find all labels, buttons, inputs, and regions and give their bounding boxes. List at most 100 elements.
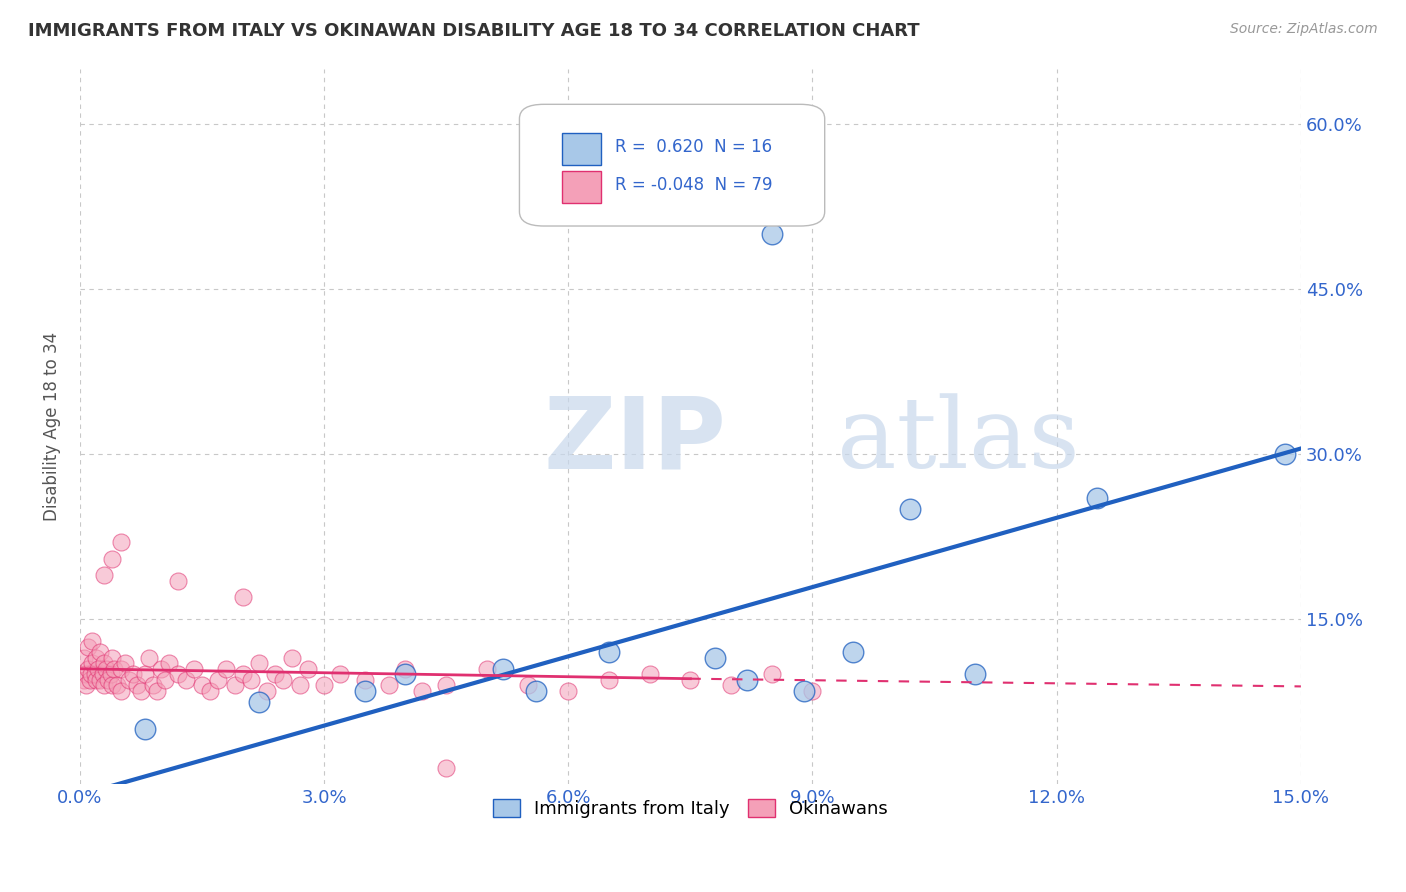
Point — [142, 678, 165, 692]
Point — [125, 678, 148, 692]
Point — [183, 662, 205, 676]
Point — [93, 568, 115, 582]
Point — [761, 667, 783, 681]
Point — [378, 678, 401, 692]
Point — [703, 650, 725, 665]
Bar — [562, 133, 602, 165]
Point — [475, 662, 498, 676]
Point — [434, 761, 457, 775]
FancyBboxPatch shape — [519, 104, 825, 226]
Point — [105, 678, 128, 692]
Point — [394, 662, 416, 676]
Point — [89, 673, 111, 687]
Point — [101, 678, 124, 692]
Text: IMMIGRANTS FROM ITALY VS OKINAWAN DISABILITY AGE 18 TO 34 CORRELATION CHART: IMMIGRANTS FROM ITALY VS OKINAWAN DISABI… — [28, 22, 920, 40]
Point — [80, 657, 103, 671]
Point — [224, 678, 246, 692]
Point — [93, 678, 115, 692]
Point — [288, 678, 311, 692]
Point — [256, 683, 278, 698]
Point — [118, 673, 141, 687]
Point — [247, 695, 270, 709]
Point — [638, 667, 661, 681]
Text: atlas: atlas — [837, 392, 1080, 489]
Point — [737, 673, 759, 687]
Point — [411, 683, 433, 698]
Point — [134, 723, 156, 737]
Point — [87, 662, 110, 676]
Point — [138, 650, 160, 665]
Point — [97, 673, 120, 687]
Point — [312, 678, 335, 692]
Point — [720, 678, 742, 692]
Point — [215, 662, 238, 676]
Point — [77, 662, 100, 676]
Point — [174, 673, 197, 687]
Point — [793, 683, 815, 698]
Bar — [562, 171, 602, 203]
Point — [598, 673, 620, 687]
Point — [91, 667, 114, 681]
Point — [679, 673, 702, 687]
Point — [166, 667, 188, 681]
Point — [80, 667, 103, 681]
Point — [264, 667, 287, 681]
Point — [329, 667, 352, 681]
Point — [273, 673, 295, 687]
Point — [155, 673, 177, 687]
Point — [77, 640, 100, 654]
Point — [93, 657, 115, 671]
Point — [280, 650, 302, 665]
Legend: Immigrants from Italy, Okinawans: Immigrants from Italy, Okinawans — [485, 792, 896, 825]
Point — [842, 645, 865, 659]
Point — [100, 667, 122, 681]
Point — [1274, 447, 1296, 461]
Text: ZIP: ZIP — [544, 392, 727, 490]
Point — [239, 673, 262, 687]
Point — [516, 678, 538, 692]
Point — [1087, 491, 1109, 505]
Point — [134, 667, 156, 681]
Point — [110, 535, 132, 549]
Point — [232, 667, 254, 681]
Point — [524, 683, 547, 698]
Text: R =  0.620  N = 16: R = 0.620 N = 16 — [614, 138, 772, 156]
Point — [75, 678, 97, 692]
Point — [83, 667, 105, 681]
Point — [394, 667, 416, 681]
Point — [129, 683, 152, 698]
Point — [207, 673, 229, 687]
Point — [198, 683, 221, 698]
Point — [73, 673, 96, 687]
Point — [598, 645, 620, 659]
Point — [114, 657, 136, 671]
Point — [898, 502, 921, 516]
Point — [965, 667, 987, 681]
Point — [110, 683, 132, 698]
Point — [101, 551, 124, 566]
Point — [121, 667, 143, 681]
Point — [157, 657, 180, 671]
Point — [80, 634, 103, 648]
Point — [84, 650, 107, 665]
Point — [166, 574, 188, 588]
Point — [84, 673, 107, 687]
Point — [79, 673, 101, 687]
Point — [434, 678, 457, 692]
Point — [191, 678, 214, 692]
Point — [297, 662, 319, 676]
Point — [146, 683, 169, 698]
Point — [101, 650, 124, 665]
Point — [150, 662, 173, 676]
Point — [557, 683, 579, 698]
Point — [94, 662, 117, 676]
Point — [353, 673, 375, 687]
Point — [247, 657, 270, 671]
Point — [89, 645, 111, 659]
Point — [232, 590, 254, 604]
Text: R = -0.048  N = 79: R = -0.048 N = 79 — [614, 176, 772, 194]
Point — [110, 662, 132, 676]
Point — [801, 683, 824, 698]
Point — [761, 227, 783, 241]
Point — [75, 667, 97, 681]
